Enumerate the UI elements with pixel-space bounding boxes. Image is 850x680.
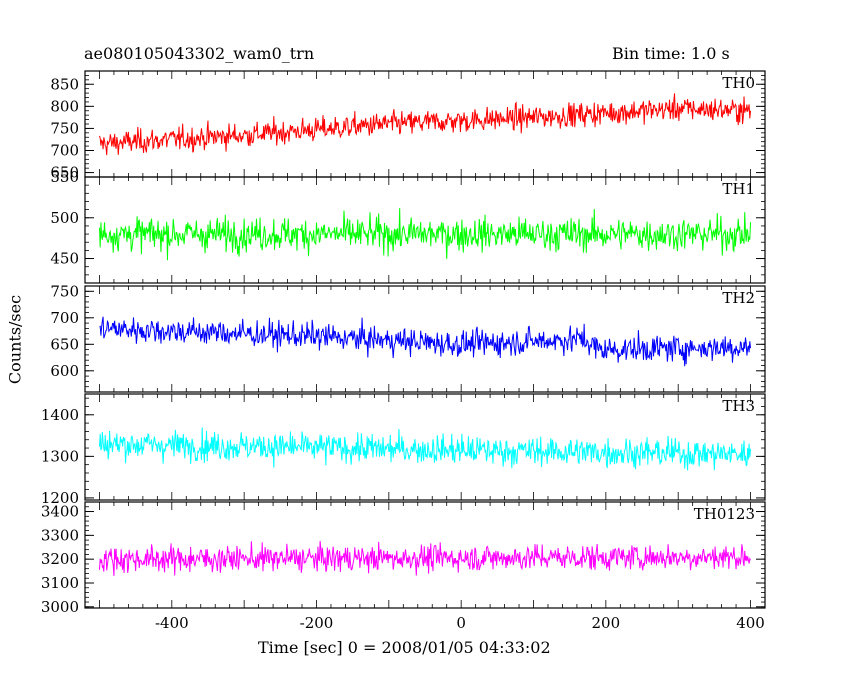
panel-label-th0123: TH0123 [694,505,755,523]
series-line-th0123 [98,540,751,576]
chart-title: ae080105043302_wam0_trn [84,44,315,63]
y-tick-label: 750 [50,119,79,137]
y-tick-label: 3100 [41,574,79,592]
y-tick-label: 3400 [41,503,79,521]
series-line-th3 [98,427,752,471]
y-tick-label: 3300 [41,526,79,544]
y-tick-label: 500 [50,209,79,227]
panel-label-th2: TH2 [722,289,755,307]
series-line-th1 [98,208,752,261]
y-tick-label: 650 [50,164,79,182]
panel-label-th1: TH1 [722,180,755,198]
x-axis-label: Time [sec] 0 = 2008/01/05 04:33:02 [258,638,551,657]
y-tick-label: 700 [50,309,79,327]
y-tick-label: 3000 [41,598,79,616]
y-tick-label: 700 [50,142,79,160]
y-tick-label: 1300 [41,447,79,465]
panel-frame-th1 [84,176,766,284]
y-tick-label: 600 [50,362,79,380]
bin-time-label: Bin time: 1.0 s [612,44,730,63]
x-tick-label: -200 [300,614,334,632]
y-tick-label: 800 [50,97,79,115]
series-line-th0 [98,93,752,156]
x-tick-label: 400 [736,614,765,632]
x-tick-label: 0 [456,614,466,632]
y-tick-label: 850 [50,75,79,93]
y-tick-label: 650 [50,335,79,353]
panel-frame-th0123 [84,501,766,609]
y-tick-label: 750 [50,282,79,300]
y-tick-label: 1200 [41,489,79,507]
y-tick-label: 450 [50,250,79,268]
panel-label-th3: TH3 [722,397,755,415]
series-line-th2 [99,316,752,367]
y-tick-label: 550 [50,168,79,186]
y-tick-label: 3200 [41,550,79,568]
panel-label-th0: TH0 [722,74,755,92]
panel-frame-th3 [84,393,766,501]
x-tick-label: 200 [592,614,621,632]
x-tick-label: -400 [155,614,189,632]
y-tick-label: 1400 [41,406,79,424]
panel-frame-th0 [84,70,766,178]
